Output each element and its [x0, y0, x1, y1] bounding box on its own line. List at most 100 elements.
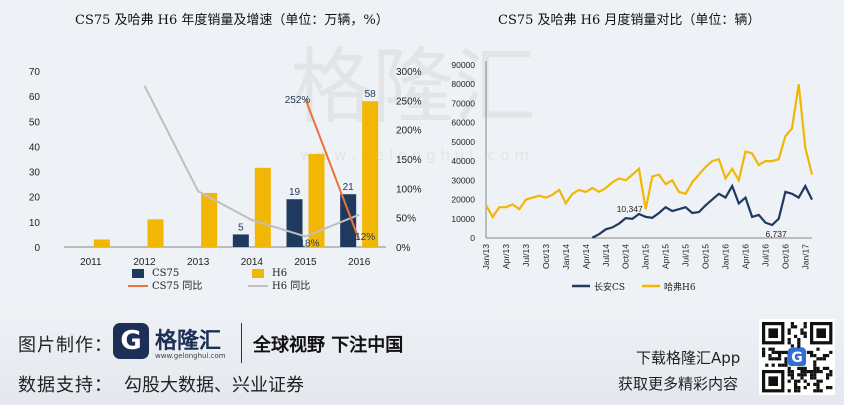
chart2-x-tick: Apr/14 — [581, 244, 591, 269]
qr-module — [797, 379, 801, 383]
chart2-y-tick: 70000 — [451, 98, 475, 108]
chart1-y2-tick: 300% — [396, 67, 422, 78]
qr-module — [803, 322, 807, 326]
qr-module — [778, 350, 782, 354]
chart2-y-tick: 10000 — [451, 214, 475, 224]
qr-module — [768, 347, 772, 351]
qr-module — [774, 357, 778, 361]
qr-module — [829, 386, 833, 390]
qr-module — [790, 322, 794, 326]
qr-module — [816, 366, 820, 370]
qr-module — [829, 370, 833, 374]
qr-module — [781, 350, 785, 354]
chart1-y2-tick: 200% — [396, 126, 422, 137]
chart1-x-tick: 2011 — [80, 257, 102, 268]
chart1-legend-swatch — [252, 269, 264, 278]
chart1-legend-swatch — [132, 269, 144, 278]
qr-module — [778, 357, 782, 361]
qr-module — [826, 366, 830, 370]
chart1-y-tick: 20 — [29, 193, 41, 204]
app-download-text: 下载格隆汇App — [636, 349, 741, 367]
chart2-line-changan-cs — [591, 183, 813, 239]
chart1-bar-h6 — [254, 167, 271, 247]
qr-module — [797, 338, 801, 342]
chart2-x-tick: Apr/13 — [501, 244, 511, 269]
qr-module — [790, 376, 794, 380]
qr-module — [803, 325, 807, 329]
qr-module — [794, 386, 798, 390]
qr-module — [797, 386, 801, 390]
slogan: 全球视野 下注中国 — [253, 335, 404, 356]
chart1-data-label: 18% — [299, 238, 319, 249]
qr-module — [826, 386, 830, 390]
chart2-legend-label: 哈弗H6 — [664, 281, 696, 293]
qr-module — [810, 350, 814, 354]
qr-module — [762, 347, 766, 351]
qr-module — [816, 389, 820, 393]
qr-module — [813, 373, 817, 377]
qr-module — [810, 370, 814, 374]
chart1-y-tick: 60 — [29, 92, 41, 103]
chart1-x-tick: 2012 — [133, 257, 156, 268]
qr-module — [803, 331, 807, 335]
chart1-x-tick: 2014 — [241, 257, 264, 268]
qr-module — [813, 366, 817, 370]
qr-module — [784, 350, 788, 354]
chart2-x-tick: Oct/16 — [780, 244, 790, 269]
chart2-title: CS75 及哈弗 H6 月度销量对比（单位：辆） — [498, 12, 760, 28]
chart1-y-tick: 50 — [29, 117, 41, 128]
credit-label: 图片制作： — [18, 335, 113, 356]
chart2-y-tick: 90000 — [451, 60, 475, 70]
qr-module — [787, 370, 791, 374]
qr-module — [778, 354, 782, 358]
qr-module — [810, 354, 814, 358]
qr-module — [816, 347, 820, 351]
qr-module — [790, 344, 794, 348]
qr-module — [797, 366, 801, 370]
chart2-x-tick: Jul/13 — [521, 244, 531, 267]
chart2-y-tick: 60000 — [451, 118, 475, 128]
chart1-data-label: 58 — [365, 89, 377, 100]
brand-logo[interactable]: G 格隆汇 www.gelonghui.com — [113, 321, 231, 365]
chart1-line-h6-yoy — [143, 85, 360, 238]
qr-module — [806, 370, 810, 374]
chart1-y2-tick: 0% — [396, 243, 411, 254]
chart2-y-tick: 50000 — [451, 137, 475, 147]
qr-module — [787, 373, 791, 377]
qr-module — [822, 366, 826, 370]
chart1-data-label: 252% — [285, 95, 311, 106]
qr-module — [816, 370, 820, 374]
watermark-url: w w w . g e l o n g h u i . c o m — [300, 146, 529, 164]
qr-module — [771, 347, 775, 351]
qr-code[interactable]: G — [759, 319, 835, 395]
chart2-x-tick: Jan/15 — [641, 244, 651, 270]
qr-module — [829, 350, 833, 354]
qr-module — [794, 379, 798, 383]
qr-module — [800, 328, 804, 332]
qr-module — [787, 338, 791, 342]
qr-finder — [768, 328, 778, 338]
chart2-x-tick: Jan/17 — [800, 244, 810, 270]
qr-module — [787, 328, 791, 332]
qr-finder — [816, 328, 826, 338]
qr-module — [762, 354, 766, 358]
chart1-data-label: 5 — [238, 222, 244, 233]
chart1-y-tick: 0 — [34, 243, 40, 254]
qr-module — [826, 376, 830, 380]
chart2-x-tick: Apr/15 — [661, 244, 671, 269]
qr-module — [800, 376, 804, 380]
logo-g-icon: G — [113, 323, 149, 359]
chart1-y-tick: 40 — [29, 142, 41, 153]
qr-module — [803, 334, 807, 338]
divider — [241, 323, 242, 363]
qr-module — [816, 357, 820, 361]
chart1-legend-label: H6 — [272, 268, 287, 279]
qr-module — [816, 382, 820, 386]
qr-module — [819, 370, 823, 374]
qr-module — [822, 354, 826, 358]
support-label: 数据支持： — [18, 375, 113, 396]
logo-name: 格隆汇 — [155, 329, 222, 354]
qr-module — [787, 379, 791, 383]
qr-module — [797, 344, 801, 348]
chart1-y-tick: 30 — [29, 168, 41, 179]
